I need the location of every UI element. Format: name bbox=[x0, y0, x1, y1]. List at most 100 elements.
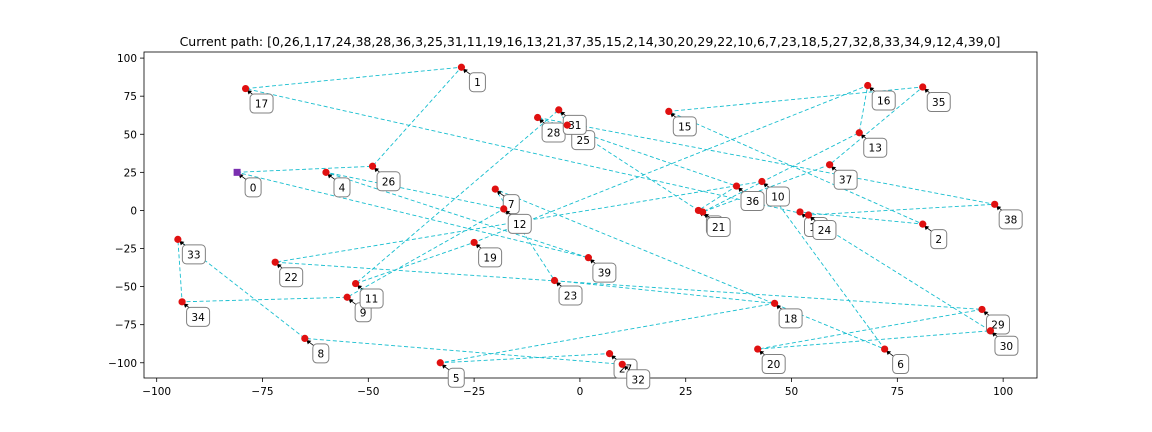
node-label-box bbox=[994, 335, 1019, 356]
axis-ticks: −100 −75 −50 −25 0 25 50 75 100−100−75−50−250255… bbox=[108, 53, 1013, 398]
label-arrow-head bbox=[670, 112, 676, 118]
node-point bbox=[758, 177, 766, 186]
label-arrow-head bbox=[860, 134, 866, 139]
node-label-box bbox=[930, 229, 948, 250]
node-label: 5 bbox=[453, 373, 460, 385]
node-label: 11 bbox=[365, 294, 378, 306]
y-tick-label: 25 bbox=[124, 167, 137, 179]
node-point bbox=[491, 185, 499, 193]
y-tick-label: −50 bbox=[115, 282, 137, 294]
x-tick-label: 75 bbox=[891, 386, 904, 398]
y-tick-label: −75 bbox=[115, 320, 137, 332]
node-point bbox=[533, 113, 542, 122]
node-point bbox=[978, 305, 986, 314]
node-label: 1 bbox=[474, 77, 481, 89]
node-point bbox=[500, 205, 508, 213]
node-point bbox=[771, 299, 779, 307]
node-label: 13 bbox=[869, 143, 882, 155]
x-tick-label: −75 bbox=[251, 386, 273, 398]
node-point bbox=[732, 182, 741, 190]
node-label: 6 bbox=[897, 359, 904, 371]
x-tick-label: −50 bbox=[357, 386, 379, 398]
node-point bbox=[826, 161, 834, 169]
y-tick-label: 75 bbox=[124, 91, 137, 103]
node-label-box bbox=[592, 262, 617, 283]
chart-title: Current path: [0,26,1,17,24,38,28,36,3,2… bbox=[180, 34, 1001, 49]
node-label: 18 bbox=[784, 313, 797, 325]
y-tick-label: 0 bbox=[130, 205, 137, 217]
node-point bbox=[563, 121, 571, 129]
label-arrow-head bbox=[357, 285, 363, 290]
node-label: 16 bbox=[877, 96, 891, 108]
node-point bbox=[618, 360, 626, 368]
node-label-box bbox=[558, 285, 583, 306]
node-point bbox=[804, 211, 813, 219]
label-arrow-head bbox=[759, 350, 765, 356]
node-label: 23 bbox=[564, 291, 577, 303]
label-arrow-head bbox=[704, 213, 710, 218]
node-label: 26 bbox=[382, 176, 396, 188]
y-tick-label: 50 bbox=[124, 129, 137, 141]
label-arrow-head bbox=[738, 187, 744, 193]
label-arrow-head bbox=[183, 303, 189, 308]
node-label: 21 bbox=[712, 222, 725, 234]
label-arrow-head bbox=[374, 167, 380, 173]
node-label-box bbox=[892, 354, 910, 375]
node-point bbox=[352, 279, 360, 288]
node-point bbox=[796, 208, 804, 216]
node-label-box bbox=[761, 354, 786, 375]
node-point bbox=[864, 81, 872, 90]
x-tick-label: −100 bbox=[142, 386, 171, 398]
label-arrow-head bbox=[179, 240, 185, 246]
label-arrow-head bbox=[560, 111, 566, 116]
node-label: 8 bbox=[317, 348, 324, 360]
node-labels: 0123456789101112131415161718192021222324… bbox=[179, 68, 1023, 390]
node-label-box bbox=[706, 216, 731, 237]
tour-path-line bbox=[177, 66, 995, 365]
label-arrow-head bbox=[991, 332, 997, 337]
label-arrow-head bbox=[276, 263, 282, 269]
label-arrow-head bbox=[831, 166, 837, 171]
label-arrow-head bbox=[496, 190, 502, 196]
label-arrow-head bbox=[983, 310, 989, 316]
node-label: 17 bbox=[255, 99, 268, 111]
node-label: 24 bbox=[818, 225, 832, 237]
node-point bbox=[457, 63, 466, 71]
node-label: 38 bbox=[1004, 214, 1017, 226]
node-point bbox=[699, 208, 707, 216]
label-arrow-head bbox=[589, 259, 595, 264]
node-label-box bbox=[926, 92, 951, 113]
label-arrow-head bbox=[306, 339, 312, 345]
node-label-box bbox=[672, 116, 697, 137]
node-label: 25 bbox=[577, 135, 590, 147]
label-arrow-head bbox=[996, 205, 1002, 211]
node-point bbox=[555, 106, 563, 114]
node-point bbox=[605, 350, 614, 358]
label-arrow-head bbox=[886, 350, 892, 356]
x-tick-label: −25 bbox=[463, 386, 485, 398]
x-tick-label: 50 bbox=[785, 386, 798, 398]
node-label: 37 bbox=[839, 175, 852, 187]
label-arrow-head bbox=[809, 216, 815, 221]
node-point bbox=[919, 220, 927, 228]
node-point bbox=[322, 168, 330, 176]
node-point bbox=[550, 276, 559, 285]
node-label-box bbox=[333, 177, 351, 198]
node-label-box bbox=[186, 306, 211, 327]
y-tick-label: −25 bbox=[115, 244, 137, 256]
node-label: 12 bbox=[513, 219, 526, 231]
node-label-box bbox=[507, 213, 532, 234]
label-arrow-head bbox=[763, 182, 769, 188]
node-point bbox=[241, 84, 250, 93]
node-point bbox=[368, 162, 377, 170]
node-label-box bbox=[376, 171, 401, 192]
label-arrow-head bbox=[924, 88, 930, 94]
node-label-box bbox=[181, 244, 206, 265]
node-label-box bbox=[249, 93, 274, 114]
start-node-marker bbox=[233, 168, 241, 176]
node-point bbox=[271, 258, 279, 266]
path-lines bbox=[177, 66, 995, 365]
node-label: 2 bbox=[935, 234, 942, 246]
node-label: 34 bbox=[191, 312, 205, 324]
